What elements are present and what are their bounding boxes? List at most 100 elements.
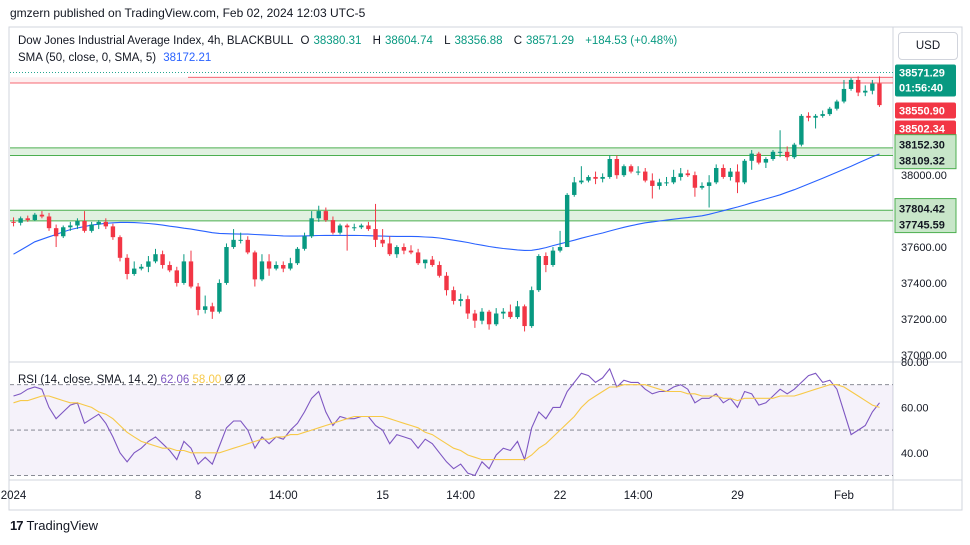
price-legend: Dow Jones Industrial Average Index, 4h, … — [18, 35, 681, 47]
candle-body — [39, 214, 45, 217]
candle-body — [770, 151, 776, 160]
candle — [302, 232, 307, 251]
candle — [820, 110, 825, 118]
price-tag-upper-bg — [895, 102, 956, 119]
candle — [18, 216, 23, 226]
candle-body — [699, 185, 705, 188]
candle — [714, 164, 719, 185]
candle-body — [174, 270, 179, 283]
candle — [344, 223, 350, 251]
rsi-line — [13, 367, 880, 477]
candle-body — [273, 264, 279, 269]
candle-body — [635, 171, 641, 173]
low-label: L — [444, 35, 451, 47]
rsi-legend: RSI (14, close, SMA, 14, 2) 62.06 58.00 … — [18, 374, 246, 386]
candle — [330, 216, 336, 235]
candle — [68, 221, 73, 231]
candle — [742, 159, 747, 185]
low-number: 38356.88 — [454, 35, 503, 47]
low-value: L 38356.88 — [444, 35, 506, 47]
candle-body — [295, 248, 300, 264]
candle-body — [25, 218, 30, 221]
candle — [245, 236, 250, 255]
candle — [231, 229, 236, 249]
footer-brand[interactable]: 17 TradingView — [10, 518, 98, 533]
candle-body — [160, 254, 165, 265]
candle-body — [281, 264, 286, 269]
high-label: H — [372, 35, 381, 47]
rsi-sma-legend-value: 58.00 — [192, 374, 222, 386]
candle — [685, 169, 691, 177]
candle-body — [564, 194, 570, 248]
candle-body — [32, 214, 38, 221]
candle-body — [572, 182, 577, 195]
candle-body — [671, 176, 676, 183]
candle — [543, 252, 549, 273]
rsi-tick-label: 80.00 — [901, 357, 929, 369]
candle — [238, 232, 243, 244]
candle — [174, 266, 179, 287]
candle — [770, 150, 776, 161]
candle — [486, 309, 492, 330]
candle — [572, 176, 577, 197]
candle-body — [188, 261, 194, 287]
candle-body — [486, 311, 492, 325]
candle-body — [664, 182, 669, 184]
candle-body — [53, 228, 59, 237]
candle-body — [316, 211, 321, 219]
candle-body — [408, 250, 414, 253]
candle-body — [309, 218, 314, 237]
candle — [557, 230, 563, 253]
candle-body — [586, 176, 591, 181]
candle-body — [451, 290, 456, 301]
candle — [792, 142, 797, 160]
candle-body — [401, 247, 407, 251]
candle-body — [522, 306, 527, 327]
candle — [763, 157, 769, 168]
sma-legend-value: 38172.21 — [163, 52, 212, 64]
candle — [877, 76, 882, 107]
candle-body — [18, 218, 23, 223]
currency-button[interactable]: USD — [898, 32, 958, 60]
candle — [721, 164, 726, 179]
candle-body — [124, 257, 130, 274]
zone-tag-top-text: 37804.42 — [899, 204, 945, 216]
zone-tag-bg — [894, 134, 957, 170]
candle — [366, 221, 371, 231]
candle-body — [834, 101, 840, 109]
candle-body — [444, 275, 449, 291]
candle — [53, 224, 59, 248]
candle-body — [75, 220, 80, 226]
candle-body — [89, 224, 94, 231]
candle-body — [657, 182, 662, 186]
candle-body — [373, 229, 378, 240]
time-tick-label: 8 — [195, 490, 201, 502]
open-value: O 38380.31 — [301, 35, 366, 47]
candle-body — [202, 306, 208, 310]
high-number: 38604.74 — [384, 35, 433, 47]
candle — [415, 248, 421, 265]
zone-tag-1: 37804.42 37745.59 — [894, 198, 957, 234]
candle — [529, 286, 534, 328]
candle-body — [529, 290, 534, 327]
price-tag-lower: 38502.34 — [895, 120, 956, 137]
candle-body — [139, 266, 144, 269]
candle — [735, 164, 740, 194]
sma-line — [13, 153, 880, 255]
candle-body — [344, 225, 350, 228]
candle — [167, 261, 172, 273]
candle — [423, 259, 428, 269]
candle — [699, 182, 705, 190]
candle-body — [68, 225, 73, 228]
symbol-title: Dow Jones Industrial Average Index, 4h, … — [18, 35, 294, 47]
price-tick-label: 37000.00 — [901, 350, 947, 362]
candle — [110, 223, 116, 240]
candle — [188, 250, 194, 289]
close-label: C — [513, 35, 523, 47]
candle-body — [728, 171, 733, 177]
price-tag-upper-text: 38550.90 — [899, 106, 945, 118]
candle-body — [352, 227, 357, 229]
candle — [75, 218, 80, 230]
candle — [401, 243, 407, 255]
